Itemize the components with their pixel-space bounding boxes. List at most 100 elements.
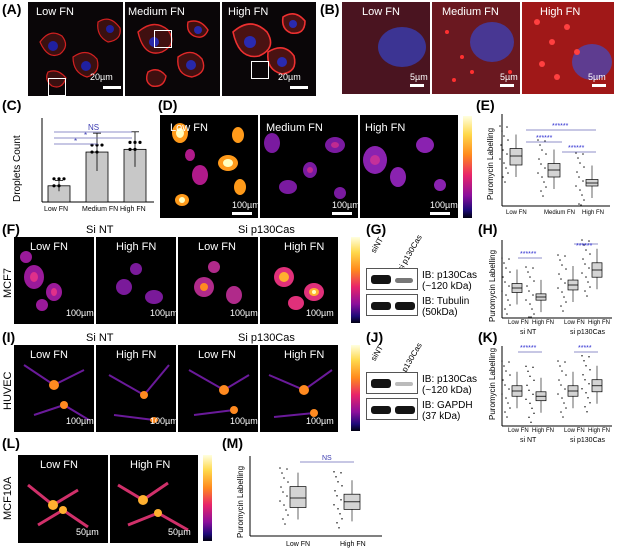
tick-label-1: Medium FN [544, 210, 575, 216]
panel-i-cellline: HUVEC [2, 371, 14, 410]
panel-j-ib-2: IB: GAPDH [422, 400, 473, 411]
panel-m-chart: NS Low FN High FN [249, 455, 382, 548]
dot-0-6 [285, 509, 287, 511]
panel-label-a: (A) [2, 1, 22, 17]
panel-f-scale-2: 100µm [150, 308, 178, 318]
panel-l-title-high: High FN [130, 459, 171, 471]
dot-0-9 [279, 500, 281, 502]
dot-3-10 [585, 364, 587, 367]
dot-1-3 [528, 316, 530, 318]
dot-0-12 [282, 491, 284, 493]
panel-l-title-low: Low FN [40, 459, 78, 471]
dot-2-1 [561, 397, 563, 399]
panel-i-scale-3: 100µm [230, 416, 258, 426]
dot-2-1 [579, 189, 581, 191]
dot-1-4 [544, 167, 546, 169]
dot-1-3 [528, 416, 530, 419]
dot-2-7 [558, 273, 560, 275]
panel-i-title-4: High FN [284, 349, 325, 361]
panel-c-sig-ns: NS [88, 123, 99, 132]
dot-1-8 [530, 316, 532, 318]
panel-m-sig: NS [322, 455, 332, 462]
tick-label-0: Low FN [508, 320, 529, 326]
dot-2-2 [565, 374, 567, 376]
panel-l-scale-2: 50µm [168, 527, 191, 537]
panel-m-ylabel: Puromycin Labelling [236, 465, 245, 538]
dot-0-4 [286, 495, 288, 497]
dot-3-11 [589, 401, 591, 404]
dot-0-9 [499, 158, 501, 160]
tick-label-0: Low FN [44, 206, 68, 213]
dot-1-13 [532, 366, 534, 369]
point-0-2 [62, 177, 66, 181]
dot-1-0 [525, 266, 527, 268]
dot-0-0 [501, 257, 503, 259]
dot-0-1 [505, 294, 507, 296]
dot-1-10 [541, 149, 543, 151]
dot-1-10 [337, 481, 339, 483]
panel-h-sig-2: ****** [576, 243, 593, 250]
dot-0-3 [282, 518, 284, 520]
panel-j-ib-1: IB: p130Cas [422, 374, 478, 385]
dot-1-4 [532, 294, 534, 296]
dot-1-7 [526, 285, 528, 287]
panel-k-ylabel: Puromycin Labelling [488, 347, 497, 420]
dot-3-1 [585, 276, 587, 278]
panel-i-group-sint: Si NT [86, 332, 114, 344]
dot-1-11 [545, 186, 547, 188]
dot-2-3 [578, 203, 580, 205]
panel-f-group-sint: Si NT [86, 224, 114, 236]
dot-3-1 [585, 391, 587, 394]
dot-1-8 [542, 195, 544, 197]
dot-3-13 [588, 355, 590, 358]
panel-c-sig-2: * [74, 137, 77, 146]
panel-a-inset-box-low [48, 78, 66, 96]
panel-f-scale-4: 100µm [306, 308, 334, 318]
dot-2-6 [563, 402, 565, 404]
panel-k-group-1: si NT [520, 437, 537, 444]
panel-f-scale-1: 100µm [66, 308, 94, 318]
panel-a-inset-box-high [251, 61, 269, 79]
tick-label-0: Low FN [506, 210, 527, 216]
point-2-1 [133, 147, 137, 151]
dot-3-5 [583, 244, 585, 246]
panel-f-title-2: High FN [116, 241, 157, 253]
dot-2-12 [560, 278, 562, 280]
dot-1-1 [337, 508, 339, 510]
dot-3-11 [589, 286, 591, 288]
dot-1-12 [336, 495, 338, 497]
dot-2-8 [562, 416, 564, 418]
dot-3-8 [586, 295, 588, 297]
dot-2-0 [557, 360, 559, 362]
dot-0-3 [504, 308, 506, 310]
panel-a-scalebar-2 [290, 86, 308, 89]
panel-k-sig-1: ****** [520, 345, 537, 352]
panel-h-group-1: si NT [520, 329, 537, 336]
dot-1-0 [537, 139, 539, 141]
panel-g-lane-sip130: si p130Cas [396, 233, 424, 273]
dot-0-13 [508, 258, 510, 260]
dot-3-4 [588, 382, 590, 385]
dot-1-4 [340, 499, 342, 501]
dot-0-12 [504, 384, 506, 386]
panel-a-scale-1: 20µm [90, 72, 113, 82]
panel-g-blot-tubulin [366, 294, 418, 316]
panel-j-ib-1-kda: (~120 kDa) [422, 385, 472, 396]
point-2-3 [128, 147, 132, 151]
dot-2-9 [557, 287, 559, 289]
panel-h-sig-1: ****** [520, 251, 537, 258]
panel-i-title-3: Low FN [198, 349, 236, 361]
panel-b-scalebar-3 [592, 84, 606, 87]
dot-3-5 [583, 359, 585, 362]
dot-1-12 [528, 389, 530, 392]
dot-0-5 [503, 262, 505, 264]
dot-3-7 [582, 373, 584, 376]
dot-3-6 [587, 396, 589, 399]
point-2-2 [138, 140, 142, 144]
dot-3-9 [581, 387, 583, 390]
panel-g-lane-sint: siNT [369, 235, 386, 255]
panel-label-i: (I) [2, 329, 16, 345]
point-2-4 [133, 140, 137, 144]
panel-f-scale-3: 100µm [230, 308, 258, 318]
dot-0-1 [505, 397, 507, 399]
